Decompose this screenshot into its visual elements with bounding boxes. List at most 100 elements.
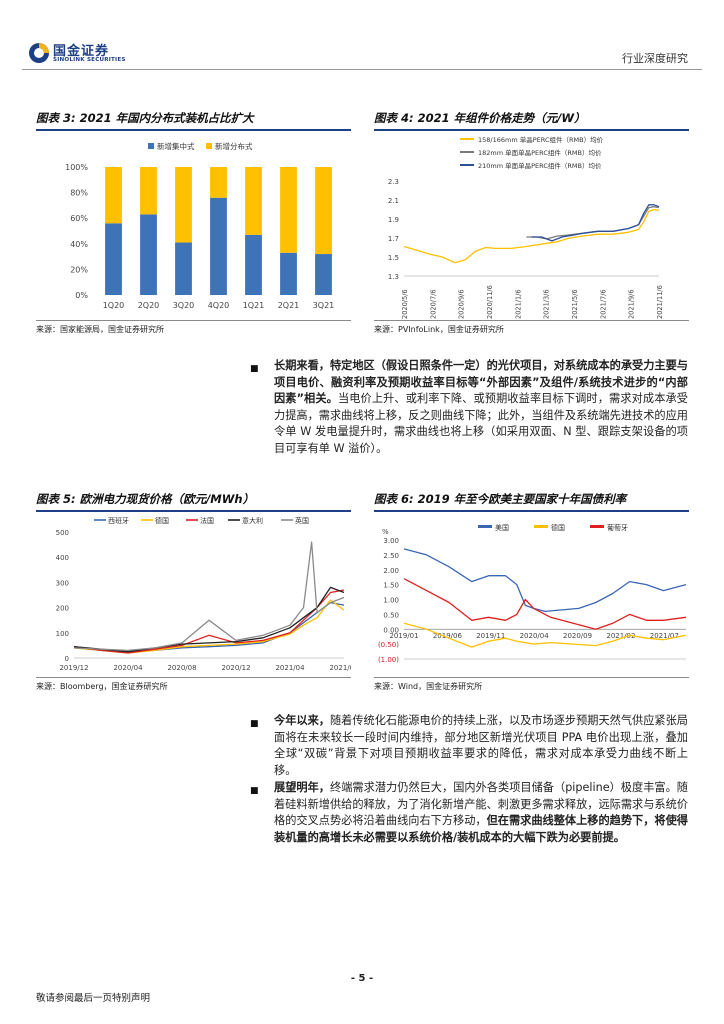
figure3-title-rule [36,129,351,131]
x-tick-label: 1Q21 [243,301,265,310]
y-tick-label: 1.50 [383,582,399,590]
x-tick-label: 2019/12 [59,664,88,672]
y-tick-label: 1.00 [383,597,399,605]
x-tick-label: 2019/01 [389,632,418,640]
x-tick-label: 2021/7/6 [599,289,607,319]
paragraph-next-year-lead: 展望明年， [274,781,330,794]
legend-label: 210mm 单面单晶PERC组件（RMB）均价 [478,161,602,170]
x-tick-label: 2019/06 [433,632,463,640]
y-tick-label: 1.5 [388,254,399,262]
legend-swatch [590,525,604,528]
figure3-title: 图表 3: 2021 年国内分布式装机占比扩大 [36,111,254,125]
bar-central [210,197,227,295]
figure6-source: 来源：Wind，国金证券研究所 [374,682,483,691]
y-tick-label: 80% [70,189,88,198]
y-tick-label: 100% [65,163,88,172]
series-line [73,601,345,653]
paragraph-long-term: 长期来看，特定地区（假设日照条件一定）的光伏项目，对系统成本的承受力主要与项目电… [274,358,688,458]
x-tick-label: 4Q20 [208,301,230,310]
y-tick-label: (1.00) [378,656,399,664]
legend-label: 英国 [295,516,309,525]
x-tick-label: 2021/07 [650,632,679,640]
x-tick-label: 2020/7/6 [429,289,437,319]
figure6-title-rule [374,510,689,512]
bullet-icon: ■ [250,786,259,796]
bar-central [315,254,332,295]
figure3-bottom-rule [36,320,351,321]
y-tick-label: 0 [65,655,69,663]
paragraph-this-year: 今年以来，随着传统化石能源电价的持续上涨，以及市场逐步预期天然气供应紧张局面将在… [274,713,688,779]
y-tick-label: 200 [56,605,69,613]
bar-central [245,234,262,295]
legend-swatch [206,143,212,149]
y-tick-label: 1.3 [388,273,399,281]
bar-distributed [280,167,297,253]
bar-distributed [210,167,227,198]
y-tick-label: 3.00 [383,537,399,545]
y-tick-label: 2.1 [388,197,399,205]
x-tick-label: 3Q20 [173,301,195,310]
legend-label: 葡萄牙 [607,523,628,532]
legend-label: 182mm 单面单晶PERC组件（RMB）均价 [478,148,602,157]
figure6-bottom-rule [374,677,689,678]
bar-central [280,252,297,295]
bullet-icon: ■ [250,364,259,374]
legend-label: 德国 [155,516,169,525]
y-tick-label: 100 [56,630,69,638]
series-line [73,541,345,652]
series-line [403,208,660,264]
series-line [403,622,687,648]
legend-label: 美国 [495,523,509,532]
x-tick-label: 3Q21 [313,301,335,310]
y-tick-label: 40% [70,240,88,249]
bar-distributed [105,167,122,224]
paragraph-long-term-lead: 长期来看，特定地区（假设日照条件一定）的光伏项目，对系统成本的承受力主要与项目电… [274,359,688,406]
x-tick-label: 2021/3/6 [543,289,551,319]
x-tick-label: 2021/08 [329,664,351,672]
bar-distributed [315,167,332,255]
paragraph-long-term-body: 当电价上升、或利率下降、或预期收益率目标下调时，需求对成本承受力提高，需求曲线将… [274,392,688,455]
bar-central [175,242,192,295]
logo-english: SINOLINK SECURITIES [53,57,126,63]
x-tick-label: 2021/04 [275,664,305,672]
figure3-chart: 新增集中式 新增分布式 0% 20% 40% 60% 80% 100% 1Q20 2Q20 3Q20… [65,141,335,310]
figure4-bottom-rule [374,320,689,321]
series-line [403,578,687,630]
series-line [403,548,687,613]
y-tick-label: 2.00 [383,567,399,575]
legend-swatch [148,143,154,149]
logo-mark-icon [29,43,49,63]
x-tick-label: 2020/11/6 [486,285,494,319]
x-tick-label: 2020/08 [167,664,196,672]
x-tick-label: 2021/11/6 [656,285,664,319]
series-line [531,204,660,242]
x-tick-label: 2020/5/6 [401,289,409,319]
bar-central [140,214,157,295]
legend-label: 意大利 [242,516,263,525]
x-tick-label: 2021/9/6 [628,289,636,319]
figure5-title: 图表 5: 欧洲电力现货价格（欧元/MWh） [36,492,255,506]
y-unit-label: % [382,528,389,536]
legend-label: 法国 [200,516,214,525]
y-tick-label: 1.7 [388,235,399,243]
x-tick-label: 2Q21 [278,301,300,310]
figure4-title-rule [374,129,689,131]
y-tick-label: 2.3 [388,178,399,186]
paragraph-this-year-lead: 今年以来， [274,714,330,727]
series-line [73,586,345,653]
y-tick-label: 300 [56,579,69,587]
paragraph-this-year-body: 随着传统化石能源电价的持续上涨，以及市场逐步预期天然气供应紧张局面将在未来较长一… [274,714,688,777]
legend-label: 158/166mm 单晶PERC组件（RMB）均价 [478,135,604,144]
page-number: - 5 - [350,973,374,984]
y-tick-label: (0.50) [378,641,399,649]
figure5-title-rule [36,510,351,512]
figure5-bottom-rule [36,677,351,678]
bar-distributed [245,167,262,235]
y-tick-label: 0.50 [383,611,399,619]
paragraph-next-year-body: 终端需求潜力仍然巨大，国内外各类项目储备（pipeline）极度丰富。随着硅料新… [274,781,688,828]
x-tick-label: 2019/11 [476,632,505,640]
x-tick-label: 2020/04 [113,664,143,672]
legend-label: 德国 [551,523,565,532]
x-tick-label: 2020/09 [563,632,592,640]
figure4-title: 图表 4: 2021 年组件价格走势（元/W） [374,111,586,125]
